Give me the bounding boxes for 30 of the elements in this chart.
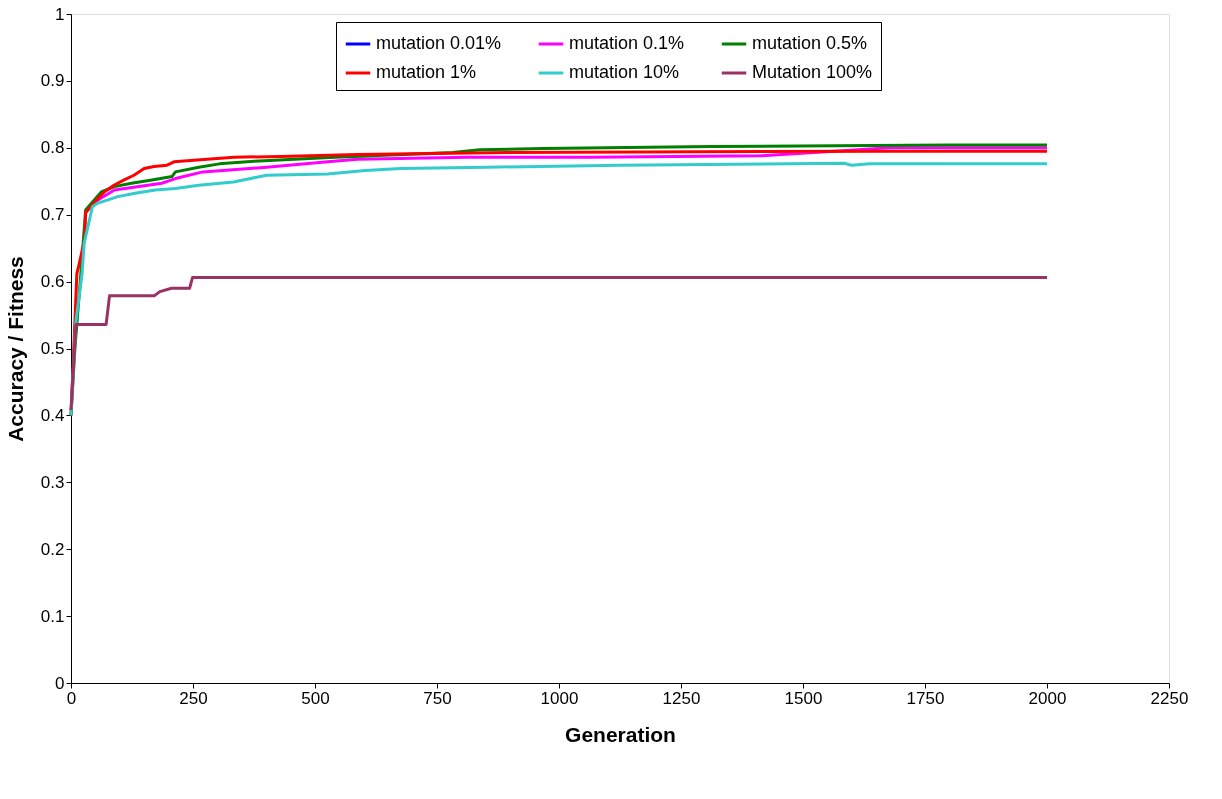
legend-label: mutation 1% (376, 62, 477, 82)
x-tick-label: 250 (179, 688, 208, 708)
y-tick-label: 0.4 (40, 405, 65, 425)
y-tick-label: 0.2 (40, 539, 65, 559)
legend-label: mutation 0.1% (569, 33, 685, 53)
x-tick-label: 750 (423, 688, 452, 708)
legend-label: Mutation 100% (752, 62, 873, 82)
y-tick-label: 0.1 (40, 606, 65, 626)
x-tick-label: 2000 (1028, 688, 1067, 708)
x-tick-label: 1250 (662, 688, 701, 708)
y-tick-label: 0.3 (40, 472, 65, 492)
x-axis-title: Generation (565, 722, 676, 746)
x-tick-label: 1500 (784, 688, 823, 708)
legend-label: mutation 0.01% (376, 33, 502, 53)
x-tick-label: 1000 (540, 688, 579, 708)
y-tick-label: 0.9 (40, 71, 65, 91)
y-tick-label: 0.6 (40, 272, 65, 292)
x-tick-label: 2250 (1150, 688, 1189, 708)
line-series (94, 146, 1049, 203)
legend-label: mutation 0.5% (752, 33, 868, 53)
y-tick-label: 0.8 (40, 138, 65, 158)
y-axis-title: Accuracy / Fitness (3, 256, 27, 442)
y-tick-label: 0.5 (40, 339, 65, 358)
y-tick-label: 0 (55, 673, 65, 693)
legend-label: mutation 10% (569, 62, 680, 82)
line-series (69, 276, 1049, 412)
y-tick-label: 1 (55, 4, 65, 24)
x-tick-label: 1750 (906, 688, 945, 708)
x-tick-label: 500 (301, 688, 330, 708)
y-tick-label: 0.7 (40, 205, 65, 225)
